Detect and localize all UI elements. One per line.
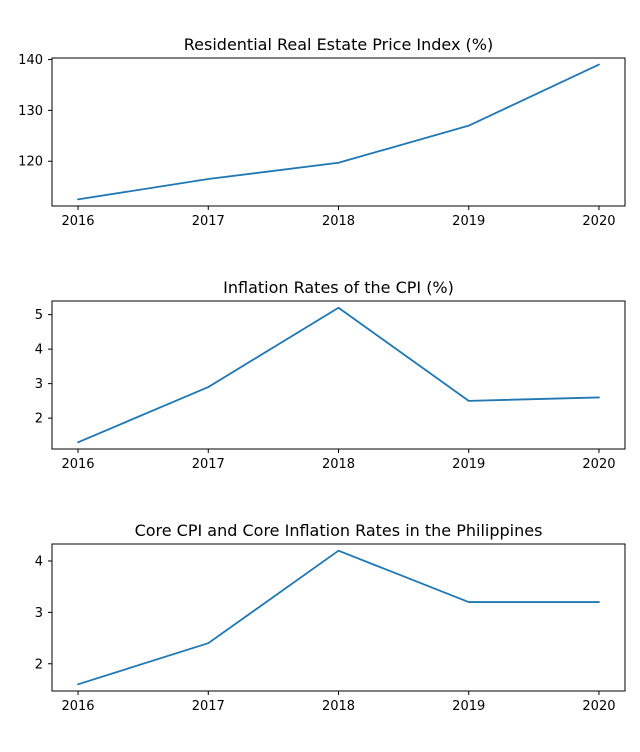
y-tick-label: 4: [35, 554, 43, 569]
x-tick-label: 2017: [192, 699, 225, 714]
axes-frame: [51, 543, 626, 692]
y-tick-label: 140: [18, 53, 43, 68]
x-tick-label: 2017: [192, 214, 225, 229]
x-tick-label: 2020: [582, 699, 615, 714]
x-tick-label: 2016: [61, 457, 94, 472]
chart-title: Inflation Rates of the CPI (%): [223, 278, 454, 297]
x-tick-label: 2016: [61, 214, 94, 229]
series-line: [77, 549, 600, 686]
y-tick-label: 2: [35, 412, 43, 427]
x-tick-label: 2020: [582, 457, 615, 472]
series-line: [77, 306, 600, 444]
y-tick-label: 3: [35, 606, 43, 621]
y-tick-label: 3: [35, 377, 43, 392]
axes-frame: [51, 300, 626, 450]
chart-title: Residential Real Estate Price Index (%): [184, 35, 493, 54]
x-tick-label: 2019: [452, 457, 485, 472]
x-tick-label: 2020: [582, 214, 615, 229]
series-line: [77, 63, 600, 201]
x-tick-label: 2018: [322, 699, 355, 714]
chart-panel-price-index: Residential Real Estate Price Index (%) 2…: [18, 35, 626, 229]
x-tick-label: 2018: [322, 214, 355, 229]
axes-frame: [51, 57, 626, 207]
y-tick-label: 120: [18, 155, 43, 170]
y-tick-label: 4: [35, 343, 43, 358]
y-tick-label: 2: [35, 657, 43, 672]
y-tick-label: 130: [18, 104, 43, 119]
x-tick-label: 2019: [452, 699, 485, 714]
x-tick-label: 2016: [61, 699, 94, 714]
x-tick-label: 2019: [452, 214, 485, 229]
chart-panel-cpi-inflation: Inflation Rates of the CPI (%) 2016 2017 20…: [35, 278, 626, 472]
chart-title: Core CPI and Core Inflation Rates in the…: [135, 521, 543, 540]
x-tick-label: 2017: [192, 457, 225, 472]
x-tick-label: 2018: [322, 457, 355, 472]
chart-panel-core-cpi: Core CPI and Core Inflation Rates in the…: [35, 521, 626, 714]
y-tick-label: 5: [35, 308, 43, 323]
